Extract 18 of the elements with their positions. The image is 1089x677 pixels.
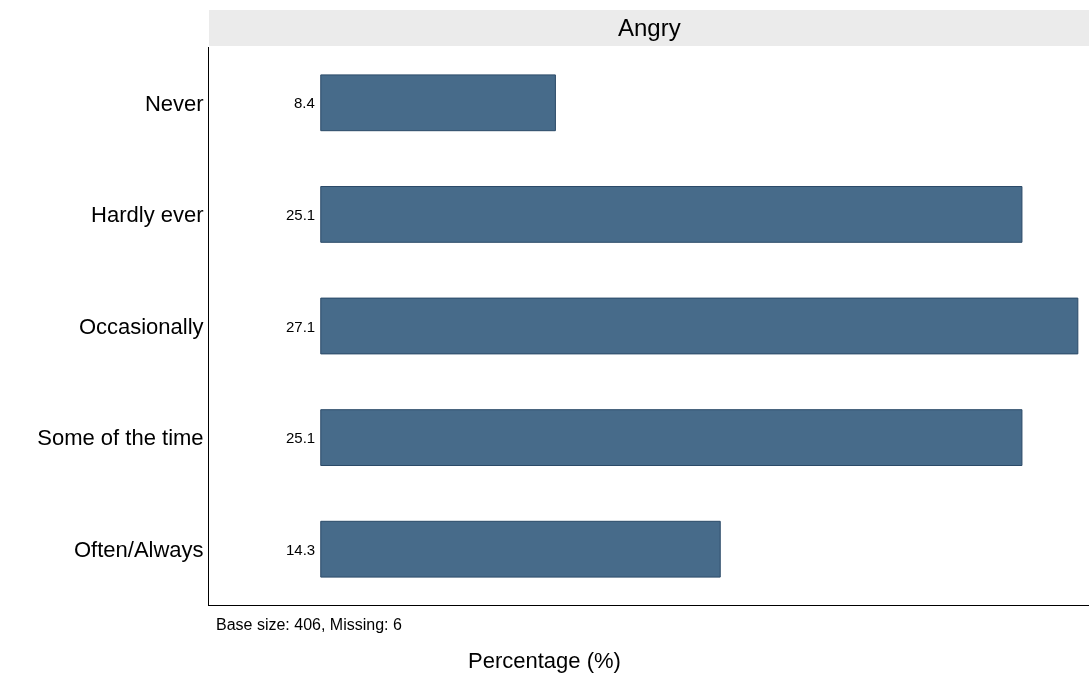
y-tick-label: Often/Always xyxy=(73,536,204,562)
bar xyxy=(320,74,556,132)
data-label: 25.1 xyxy=(286,429,316,446)
y-tick-label: Occasionally xyxy=(78,313,204,339)
bar xyxy=(320,297,1079,355)
y-tick-label: Never xyxy=(144,90,204,116)
chart-title: Angry xyxy=(618,14,681,41)
annotation: Base size: 406, Missing: 6 xyxy=(216,616,402,633)
data-label: 8.4 xyxy=(294,94,315,111)
data-label: 14.3 xyxy=(286,541,316,558)
x-axis-title: Percentage (%) xyxy=(468,648,621,673)
y-tick-label: Some of the time xyxy=(37,425,204,451)
data-label: 27.1 xyxy=(286,318,316,335)
y-tick-label: Hardly ever xyxy=(91,202,204,228)
data-label: 25.1 xyxy=(286,206,316,223)
bar xyxy=(320,520,721,578)
bar xyxy=(320,409,1023,466)
bar xyxy=(320,186,1023,243)
